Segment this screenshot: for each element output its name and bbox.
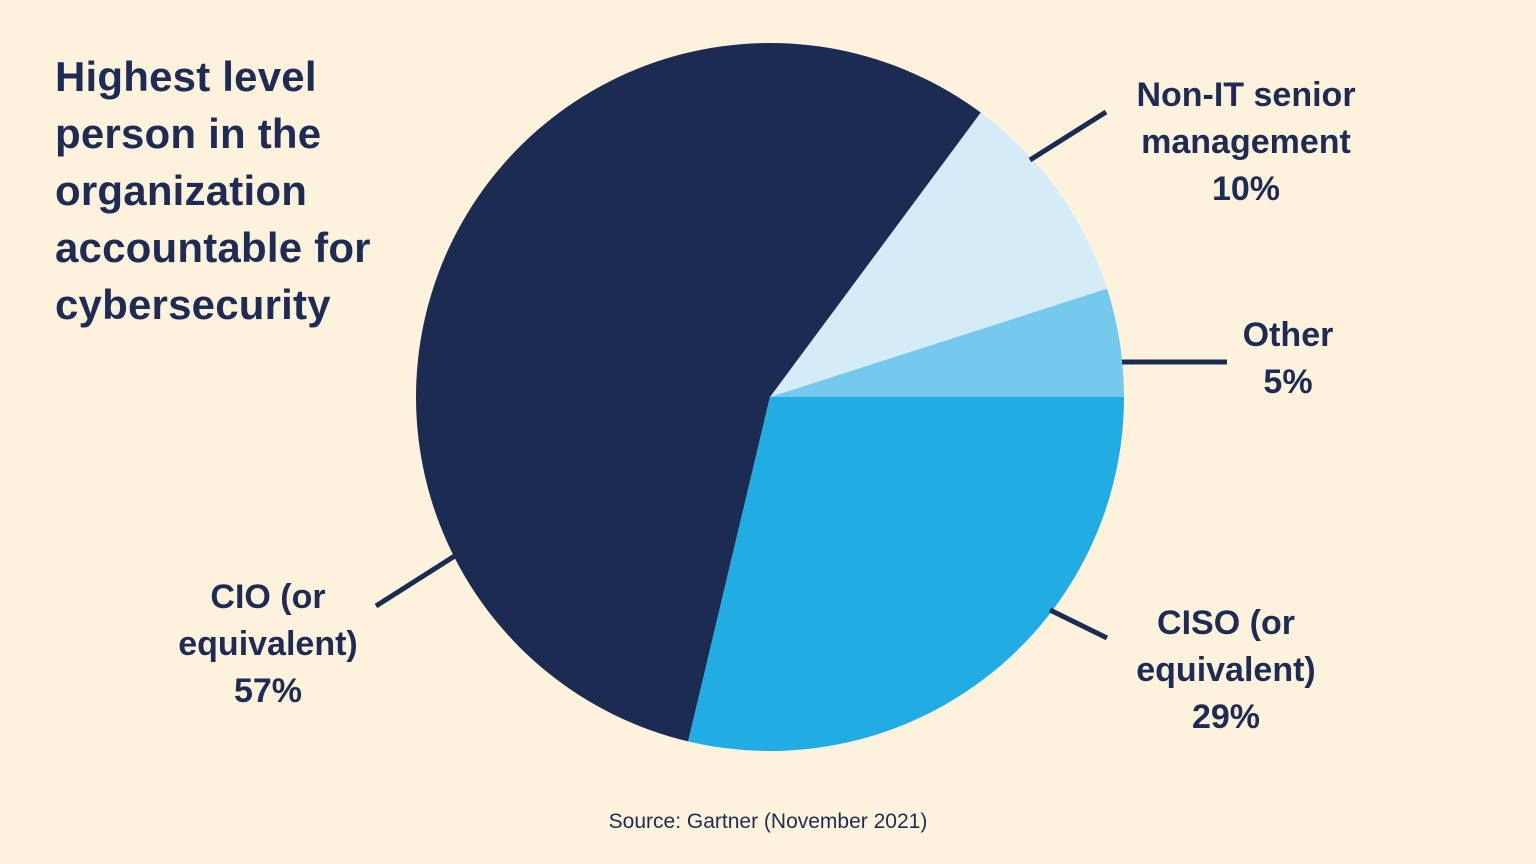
slice-label-non-it-senior-management: Non-IT senior management 10%	[1096, 72, 1396, 213]
title-line: Highest level	[55, 53, 317, 100]
title-line: person in the	[55, 110, 322, 157]
title-line: organization	[55, 167, 308, 214]
pie-slice-cio-or-equivalent	[416, 43, 981, 742]
slice-label-other: Other 5%	[1188, 312, 1388, 406]
leader-line-non-it-senior-management	[1028, 109, 1108, 163]
label-line: equivalent)	[178, 625, 358, 663]
label-line: Non-IT senior	[1136, 76, 1356, 114]
pie-slices	[416, 43, 1124, 752]
slice-label-ciso: CISO (or equivalent) 29%	[1076, 600, 1376, 741]
source-caption: Source: Gartner (November 2021)	[608, 810, 928, 833]
label-line: management	[1141, 123, 1351, 161]
pie-slice-ciso-or-equivalent	[688, 397, 1124, 752]
label-value: 29%	[1191, 698, 1261, 736]
pie-slice-other	[770, 288, 1124, 397]
label-line: CISO (or	[1157, 604, 1295, 642]
title-line: cybersecurity	[55, 281, 331, 328]
leader-line-cio	[374, 549, 463, 609]
label-value: 5%	[1263, 363, 1313, 401]
pie-slice-non-it-senior-management	[770, 112, 1108, 397]
title-line: accountable for	[55, 224, 371, 271]
chart-title: Highest level person in the organization…	[55, 48, 455, 333]
label-value: 57%	[233, 672, 303, 710]
slice-label-cio: CIO (or equivalent) 57%	[118, 574, 418, 715]
label-value: 10%	[1211, 170, 1281, 208]
leader-line-ciso	[1048, 607, 1109, 641]
label-line: Other	[1242, 316, 1334, 354]
label-line: equivalent)	[1136, 651, 1316, 689]
label-line: CIO (or	[210, 578, 326, 616]
